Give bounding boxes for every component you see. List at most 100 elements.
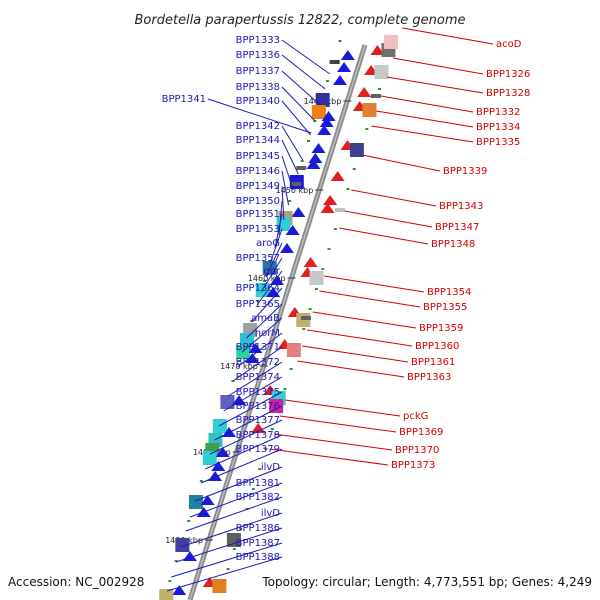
tick-mark [264,448,268,450]
right-gene-label: BPP1339 [443,166,487,177]
gene-dash [334,208,345,212]
tick-mark [275,240,279,242]
left-gene-label: BPP1351 [236,209,280,220]
right-gene-label: pckG [403,411,428,422]
left-leader-line [281,139,299,175]
gene-block [239,333,254,347]
left-gene-label: BPP1338 [236,82,280,93]
left-gene-label: BPP1336 [236,50,280,61]
left-gene-label: BPP1340 [236,96,280,107]
left-gene-label: BPP1350 [236,196,280,207]
left-gene-label: BPP1349 [236,181,280,192]
right-leader-line [319,290,421,308]
left-gene-label: BPP1372 [236,357,280,368]
left-gene-label: BPP1341 [162,94,206,105]
left-leader-line [281,155,294,191]
right-leader-line [402,27,494,45]
gene-block [159,589,174,600]
left-gene-label: BPP1333 [236,35,280,46]
tick-mark [187,520,191,522]
right-gene-label: acoD [496,39,522,50]
tick-mark [288,200,292,202]
tick-mark [239,528,243,530]
gene-block [212,579,227,593]
gene-arrow [332,75,347,85]
left-gene-label: ilvD [261,462,280,473]
gene-arrow [306,159,321,169]
left-gene-label: BPP1345 [236,151,280,162]
left-leader-line [281,70,321,106]
gene-dash [370,94,381,98]
gene-arrow [200,495,215,505]
gene-block [349,143,364,157]
left-leader-line [281,39,331,75]
left-leader-line [237,332,283,368]
left-gene-label: BPP1388 [236,552,280,563]
gene-dash [296,166,307,170]
gene-block [220,395,235,409]
gene-block [362,103,377,117]
right-leader-line [392,57,484,75]
gene-dash [300,316,311,320]
tick-mark [262,280,266,282]
tick-mark [199,480,203,482]
gene-arrow [320,203,335,213]
left-leader-line [209,419,283,455]
tick-mark [308,308,312,310]
left-gene-label: aroG [256,238,280,249]
tick-mark [338,40,342,42]
right-leader-line [376,110,474,128]
gene-block [226,533,241,547]
left-leader-line [171,542,283,578]
left-gene-label: ilvD [261,508,280,519]
right-gene-label: BPP1348 [431,239,475,250]
gene-arrow [211,461,226,471]
left-leader-line [256,270,283,306]
tick-mark [302,328,306,330]
right-gene-label: BPP1343 [439,201,483,212]
gene-block [383,35,398,49]
gene-block [286,343,301,357]
right-gene-label: BPP1326 [486,69,530,80]
left-leader-line [214,405,283,441]
left-gene-label: BPP1375 [236,387,280,398]
tick-mark [352,168,356,170]
right-gene-label: BPP1354 [427,287,471,298]
right-gene-label: BPP1361 [411,357,455,368]
tick-mark [258,468,262,470]
left-gene-label: BPP1387 [236,538,280,549]
tick-mark [365,128,369,130]
tick-mark [325,80,329,82]
left-leader-line [241,317,283,353]
left-gene-label: BPP1378 [236,430,280,441]
left-leader-line [281,54,326,90]
left-leader-line [195,466,283,502]
right-leader-line [302,345,409,363]
left-gene-label: BPP1379 [236,444,280,455]
tick-mark [333,228,337,230]
tick-mark [314,288,318,290]
tick-mark [300,160,304,162]
left-gene-label: BPP1386 [236,523,280,534]
left-gene-label: BPP1346 [236,166,280,177]
left-leader-line [200,448,283,484]
gene-arrow [340,50,355,60]
left-gene-labels: BPP1333 BPP1336 BPP1337 BPP1338 BPP1341 BPP13… [162,35,281,563]
left-leader-line [190,482,283,518]
gene-block [374,65,389,79]
tick-mark [251,488,255,490]
tick-mark [307,140,311,142]
left-gene-label: BPP1353 [236,224,280,235]
gene-block [202,451,217,465]
tick-mark [168,580,172,582]
right-leader-line [284,399,401,417]
right-leader-line [362,154,441,172]
left-leader-line [278,200,283,236]
left-leader-line [246,303,283,339]
gene-arrow [215,447,230,457]
tick-mark [232,548,236,550]
gene-block [309,271,324,285]
right-gene-label: BPP1334 [476,122,520,133]
right-gene-label: BPP1328 [486,88,530,99]
